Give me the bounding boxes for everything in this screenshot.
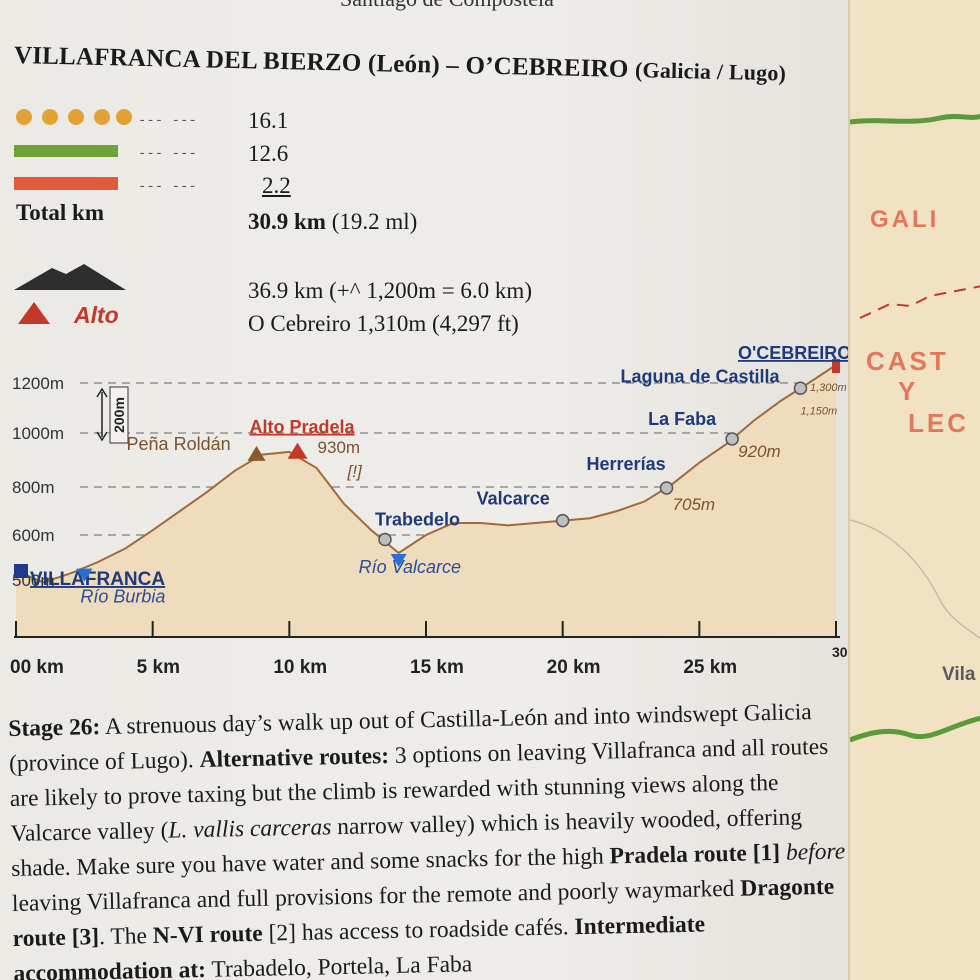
valley-marker: [390, 554, 407, 567]
total-miles: (19.2 ml): [331, 209, 418, 234]
x-tick-label: 5 km: [137, 657, 180, 678]
peak-label: Peña Roldán: [127, 434, 231, 454]
alto-marker: [287, 442, 308, 459]
mountain-icon: [14, 264, 126, 290]
scale-bar-200m: 200m: [96, 386, 129, 444]
end-label: O'CEBREIRO: [738, 345, 848, 363]
legend-dash-1: --- ---: [138, 113, 197, 129]
desc-text-8: Trabadelo, Portela, La Faba: [205, 951, 473, 980]
village-elev-label: 705m: [673, 495, 716, 514]
legend-km-3: 2.2: [262, 173, 291, 198]
elevation-line: [15, 364, 837, 584]
valley-marker: [76, 568, 93, 582]
highest-point: O Cebreiro 1,310m (4,297 ft): [248, 311, 519, 336]
before-word: before: [785, 838, 846, 866]
x-tick-label: 00 km: [10, 657, 64, 678]
x-tick-label: 20 km: [547, 657, 601, 678]
elevation-area: [16, 365, 836, 637]
scale-bar-label: 200m: [111, 397, 127, 433]
map-lines: [850, 113, 980, 743]
alt-routes-label: Alternative routes:: [199, 743, 390, 773]
y-tick-label: 800m: [12, 478, 55, 497]
running-head: Santiago de Compostela: [340, 0, 554, 12]
river-label: Río Valcarce: [359, 557, 461, 577]
y-tick-label: 1200m: [12, 374, 64, 393]
end-marker: [832, 359, 840, 373]
legend-dash-2: --- ---: [138, 146, 197, 162]
adjacent-map: GALI CAST Y LEC: [848, 0, 980, 980]
description-paragraph: Stage 26: A strenuous day’s walk up out …: [8, 694, 848, 980]
total-km-value: 30.9 km (19.2 ml): [248, 209, 417, 235]
desc-text-6: . The: [98, 923, 154, 951]
map-label-galicia: GALI: [870, 206, 940, 233]
green-route-swatch: [14, 145, 118, 157]
start-label: VILLAFRANCA: [30, 569, 165, 590]
map-label-vila: Vila: [942, 664, 976, 685]
end-elev-label: 1,300m: [810, 382, 847, 394]
x-tick-label: 30: [832, 644, 848, 660]
alto-label: Alto: [74, 302, 119, 328]
river-label: Río Burbia: [80, 587, 165, 607]
village-elev-label: 920m: [738, 442, 781, 461]
x-tick-label: 15 km: [410, 657, 464, 678]
village-marker: [555, 513, 570, 528]
peak-marker: [247, 445, 266, 461]
desc-text-5: leaving Villafranca and full provisions …: [11, 875, 741, 917]
village-label: La Faba: [648, 409, 717, 429]
x-axis-ticks: 00 km 5 km 10 km 15 km 20 km 25 km 30: [10, 621, 848, 678]
village-marker: [725, 432, 739, 446]
village-elev-label: 1,150m: [800, 405, 837, 417]
legend-dash-3: --- ---: [138, 179, 197, 195]
stage-title-region: (Galicia / Lugo): [634, 57, 787, 86]
total-km-number: 30.9 km: [248, 209, 326, 234]
stage-title: VILLAFRANCA DEL BIERZO (León) – O’CEBREI…: [14, 42, 787, 88]
alto-name-label: Alto Pradela: [250, 417, 356, 437]
red-route-swatch: [14, 177, 118, 190]
stage-description: Stage 26: A strenuous day’s walk up out …: [8, 694, 848, 980]
village-marker: [659, 481, 674, 495]
alto-triangle-icon: [18, 302, 50, 324]
village-marker: [378, 532, 392, 547]
guidebook-page: Santiago de Compostela VILLAFRANCA DEL B…: [0, 0, 848, 980]
x-tick-label: 25 km: [683, 657, 737, 678]
village-label: Valcarce: [477, 489, 550, 509]
desc-text-7: [2] has access to roadside cafés.: [262, 914, 575, 947]
x-tick-label: 10 km: [273, 657, 327, 678]
total-km-label: Total km: [16, 200, 104, 225]
village-label: Herrerías: [587, 454, 666, 474]
village-label: Trabedelo: [375, 510, 460, 530]
map-label-y: Y: [898, 376, 919, 406]
nvi-route: N-VI route: [152, 920, 263, 950]
start-marker: [14, 564, 28, 578]
village-marker: [793, 381, 808, 395]
pradela-route: Pradela route [1]: [609, 839, 781, 870]
map-label-castilla: CAST: [866, 346, 949, 376]
y-tick-label: 600m: [12, 526, 55, 545]
stage-number: Stage 26:: [8, 714, 101, 742]
legend-km-1: 16.1: [248, 108, 289, 133]
village-label: Laguna de Castilla: [620, 366, 780, 386]
dotted-route-swatch: [16, 109, 132, 125]
alto-note-label: [!]: [347, 462, 363, 481]
latin-name: L. vallis carceras: [168, 814, 332, 844]
alto-elev-label: 930m: [318, 438, 361, 457]
stage-title-main: VILLAFRANCA DEL BIERZO (León) – O’CEBREI…: [13, 42, 629, 83]
y-tick-label: 1000m: [12, 424, 64, 443]
legend-km-2: 12.6: [248, 141, 289, 166]
climb-equivalent: 36.9 km (+^ 1,200m = 6.0 km): [248, 278, 532, 303]
map-label-leon: LEC: [908, 408, 969, 438]
